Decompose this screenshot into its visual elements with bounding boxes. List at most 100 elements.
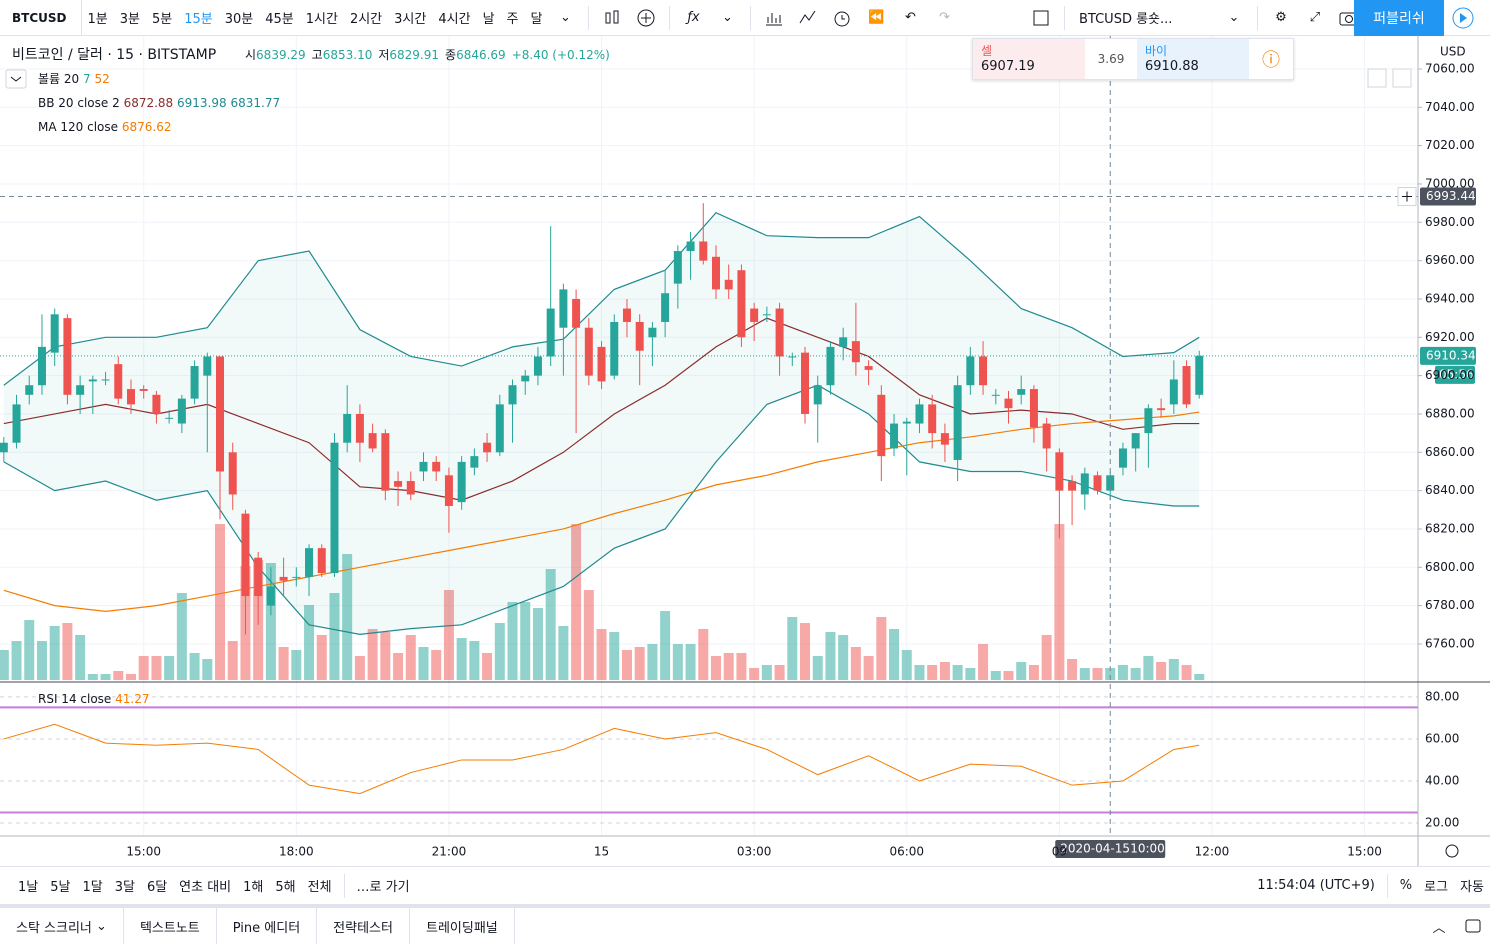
range[interactable]: 3달 [114,880,135,895]
volume-bar [1117,665,1128,680]
reset-button[interactable] [1392,68,1412,88]
volume-bar [901,650,912,680]
add-icon[interactable] [629,0,663,36]
y-tick-label: 6780.00 [1425,598,1475,612]
redo-icon[interactable]: ↷ [939,10,950,25]
candle-icon[interactable] [595,0,629,36]
sell-button[interactable]: 셀 6907.19 [973,39,1085,79]
volume-bar [596,629,607,680]
interval[interactable]: 1분 [87,12,108,27]
volume-bar [939,662,950,680]
tab[interactable]: 전략테스터 [317,908,410,944]
volume-bar [405,635,416,680]
y-tick-label: 6860.00 [1425,445,1475,459]
alert-icon[interactable] [825,0,859,36]
candle-body [711,256,720,290]
candle-body [254,557,263,597]
scroll-button[interactable] [1367,68,1387,88]
volume-bar [1054,524,1065,680]
clock[interactable]: 11:54:04 (UTC+9) [1257,878,1375,893]
volume-bar [138,656,149,680]
candle-body [724,279,733,290]
collapse-button[interactable] [5,69,27,89]
dropdown[interactable]: ⌄ [560,10,571,25]
indicator-icon[interactable] [791,0,825,36]
buy-label: 바이 [1145,44,1168,58]
interval[interactable]: 45분 [265,12,294,27]
candle-body [381,433,390,491]
candle-body [1004,398,1013,409]
dropdown[interactable]: ⌄ [1228,10,1240,25]
range[interactable]: 전체 [307,880,332,895]
undo-icon[interactable]: ↶ [905,10,916,25]
range[interactable]: 5날 [50,880,71,895]
tab[interactable]: 텍스트노트 [124,908,217,944]
volume-bar [545,569,556,680]
volume-bar [1156,662,1167,680]
volume-bar [227,641,238,680]
range[interactable]: 연초 대비 [179,880,232,895]
candle-body [801,352,810,414]
interval[interactable]: 15분 [184,12,213,27]
currency-box [1420,42,1482,62]
tab[interactable]: 트레이딩패널 [410,908,515,944]
interval[interactable]: 2시간 [349,12,383,27]
option[interactable]: 자동 [1460,880,1484,895]
range[interactable]: 5해 [275,880,296,895]
volume-bar [87,674,98,680]
y-tick-label: 6820.00 [1425,521,1475,535]
candle-body [495,404,504,453]
volume-bar [965,668,976,680]
layout-icon[interactable] [1024,0,1058,36]
volume-bar [316,635,327,680]
range[interactable]: 1해 [243,880,264,895]
trade-panel: 셀 6907.19 3.69 바이 6910.88 ⓘ [972,38,1294,80]
interval[interactable]: 30분 [224,12,254,27]
interval[interactable]: 1시간 [305,12,338,27]
fx-icon[interactable]: ƒx [687,10,700,25]
range[interactable]: 1달 [82,880,103,895]
tab[interactable]: Pine 에디터 [217,908,318,944]
interval[interactable]: 3분 [119,12,140,27]
x-tick-label: 15 [594,845,609,859]
buy-button[interactable]: 바이 6910.88 [1137,39,1249,79]
interval[interactable]: 달 [530,12,543,27]
settings-icon[interactable] [1445,844,1459,858]
interval[interactable]: 날 [482,12,495,27]
volume-bar [418,647,429,680]
compare-icon[interactable] [757,0,791,36]
tab[interactable]: 스탁 스크리너 ⌄ [0,908,124,944]
fullscreen-icon[interactable]: ⤢ [1309,10,1321,25]
separator [669,5,671,30]
replay-icon[interactable]: ⏪ [868,10,885,25]
goto-date[interactable]: …로 가기 [356,880,410,895]
interval[interactable]: 주 [506,12,519,27]
publish-button[interactable]: 퍼블리쉬 [1354,0,1444,36]
interval[interactable]: 5분 [151,12,173,27]
volume-bar [698,629,709,680]
option[interactable]: % [1399,878,1413,893]
layout-name[interactable]: BTCUSD 롱숏... [1079,12,1173,27]
info-icon[interactable]: ⓘ [1262,50,1280,71]
symbol[interactable]: BTCUSD [0,0,82,35]
dropdown[interactable]: ⌄ [722,10,733,25]
x-tick-label: 09 [1052,845,1067,859]
ohlc-value: 6853.10 [323,48,373,62]
y-tick-label: 6960.00 [1425,253,1475,267]
candle-body [877,394,886,457]
interval[interactable]: 4시간 [438,12,471,27]
candle-body [126,389,135,405]
ohlc-value: 6829.91 [389,48,439,62]
ohlc-value: 6839.29 [256,48,306,62]
range[interactable]: 1날 [18,880,39,895]
collapse-icon[interactable]: ︿ [1432,920,1446,936]
maximize-icon[interactable] [1456,908,1490,944]
y-tick-label: 6900.00 [1425,368,1475,382]
sell-label: 셀 [981,44,993,58]
option[interactable]: 로그 [1424,880,1449,895]
interval[interactable]: 3시간 [394,12,427,27]
play-icon[interactable] [1452,7,1474,33]
candle-body [966,356,975,386]
settings-icon[interactable]: ⚙ [1275,10,1287,25]
range[interactable]: 6달 [146,880,168,895]
